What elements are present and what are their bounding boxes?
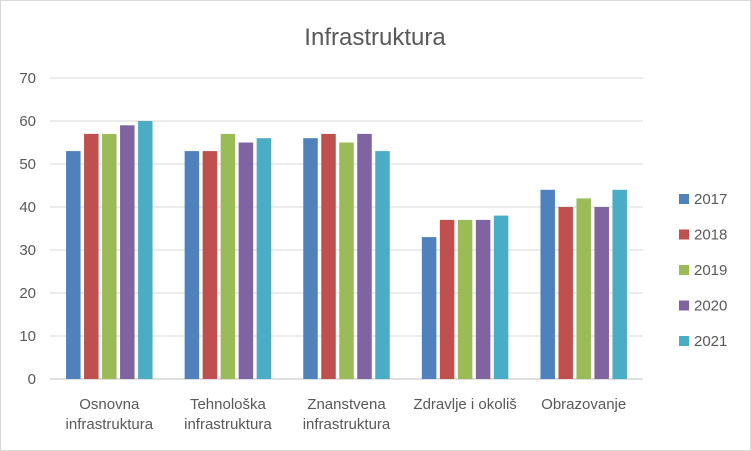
bar-2020-0: [120, 125, 135, 379]
x-tick-label-line: infrastruktura: [66, 416, 154, 433]
x-tick-label: Zdravlje i okoliš: [413, 396, 516, 413]
bar-2017-3: [421, 237, 437, 379]
bar-2019-4: [576, 198, 591, 379]
bar-2018-3: [439, 219, 455, 379]
y-tick-label: 0: [28, 371, 36, 388]
bar-2017-0: [66, 151, 81, 379]
x-tick-label: Obrazovanje: [541, 396, 626, 413]
x-axis: Osnovna infrastruktura Tehnološka infrastru…: [66, 396, 627, 433]
legend-label: 2019: [694, 262, 727, 279]
bar-2020-1: [238, 142, 254, 379]
x-tick-label-line: infrastruktura: [303, 416, 391, 433]
bar-2018-4: [558, 207, 573, 379]
x-tick-label: Znanstvena infrastruktura: [303, 396, 391, 433]
legend-label: 2020: [694, 298, 727, 315]
legend-swatch-2020: [679, 300, 689, 311]
y-tick-label: 60: [19, 113, 36, 130]
bar-2018-1: [202, 151, 218, 379]
y-tick-label: 10: [19, 328, 36, 345]
bar-2018-2: [321, 133, 336, 379]
legend-swatch-2018: [679, 229, 689, 240]
bar-2017-2: [303, 138, 318, 379]
y-tick-label: 70: [19, 70, 36, 87]
chart-title: Infrastruktura: [304, 24, 446, 51]
bar-2018-0: [84, 133, 99, 379]
x-tick-label-line: Osnovna: [79, 396, 140, 413]
y-axis: 0 10 20 30 40 50 60 70: [19, 70, 36, 388]
legend-swatch-2019: [679, 265, 689, 275]
y-tick-label: 20: [19, 285, 36, 302]
bar-2019-3: [457, 219, 473, 379]
bar-2017-4: [540, 189, 555, 379]
x-tick-label-line: Obrazovanje: [541, 396, 626, 413]
bar-2021-2: [375, 151, 390, 379]
bar-2020-4: [594, 207, 609, 379]
x-tick-label: Osnovna infrastruktura: [66, 396, 154, 433]
bar-2021-4: [612, 189, 627, 379]
x-tick-label: Tehnološka infrastruktura: [184, 396, 272, 433]
x-tick-label-line: infrastruktura: [184, 416, 272, 433]
bar-2021-0: [138, 121, 153, 379]
bars: [66, 121, 627, 379]
bar-2017-1: [184, 151, 200, 379]
bar-2019-2: [339, 142, 354, 379]
legend-label: 2018: [694, 227, 727, 244]
y-tick-label: 50: [19, 156, 36, 173]
bar-2021-3: [493, 215, 509, 379]
bar-2019-0: [102, 133, 117, 379]
bar-2021-1: [256, 138, 272, 379]
y-tick-label: 30: [19, 242, 36, 259]
bar-2019-1: [220, 133, 236, 379]
bar-2020-2: [357, 133, 372, 379]
legend-swatch-2017: [679, 194, 689, 204]
legend-label: 2017: [694, 191, 727, 208]
x-tick-label-line: Tehnološka: [190, 396, 267, 413]
legend-swatch-2021: [679, 336, 689, 346]
legend: 2017 2018 2019 2020 2021: [679, 191, 727, 350]
x-tick-label-line: Zdravlje i okoliš: [413, 396, 516, 413]
x-tick-label-line: Znanstvena: [307, 396, 386, 413]
legend-label: 2021: [694, 333, 727, 350]
y-tick-label: 40: [19, 199, 36, 216]
bar-2020-3: [475, 219, 491, 379]
